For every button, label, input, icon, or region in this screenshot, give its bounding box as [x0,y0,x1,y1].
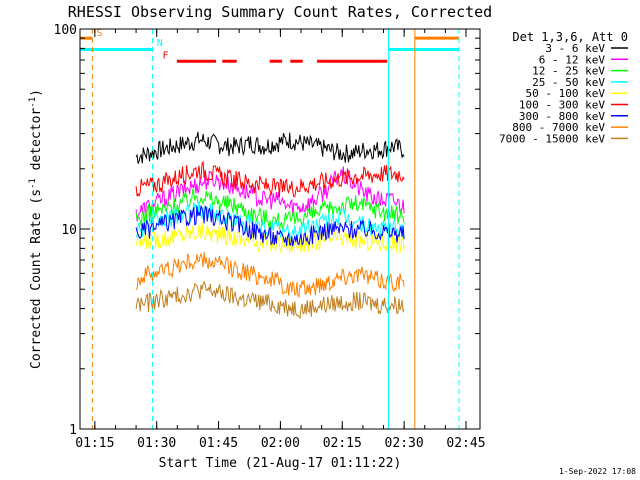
y-axis-label-close: ) [29,89,44,97]
legend-label-3: 25 - 50 keV [532,76,605,89]
y-tick-label-2: 100 [54,23,77,38]
annotation-1: N [157,38,163,49]
y-axis-label-sup1: -1 [28,178,38,189]
x-tick-label-6: 02:45 [446,436,485,451]
annotation-0: S [96,28,102,39]
annotation-2: F [162,51,168,62]
series-line-8 [135,280,405,320]
series-line-4 [135,222,405,254]
legend-label-5: 100 - 300 keV [519,99,605,112]
x-tick-label-2: 01:45 [199,436,238,451]
legend-label-8: 7000 - 15000 keV [499,132,605,145]
y-axis-label-main: Corrected Count Rate (s [29,189,44,369]
x-tick-label-5: 02:30 [385,436,424,451]
y-tick-label-0: 1 [69,423,77,438]
series-line-2 [135,188,405,231]
x-tick-label-0: 01:15 [75,436,114,451]
x-axis-label: Start Time (21-Aug-17 01:11:22) [159,456,402,471]
y-tick-label-1: 10 [61,223,77,238]
chart-title: RHESSI Observing Summary Count Rates, Co… [68,3,492,21]
legend-label-6: 300 - 800 keV [519,110,605,123]
y-axis: 1 10 100 [54,23,480,438]
series-line-7 [135,251,405,298]
plot-area: S NF [79,28,481,430]
legend-label-1: 6 - 12 keV [539,53,606,66]
flags-layer [80,36,459,63]
y-axis-label-sup2: -1 [28,97,38,108]
series-line-0 [135,131,405,164]
annotations-layer: S NF [96,28,168,62]
x-tick-label-4: 02:15 [323,436,362,451]
legend-label-4: 50 - 100 keV [526,87,606,100]
legend-label-0: 3 - 6 keV [545,42,605,55]
x-tick-label-3: 02:00 [261,436,300,451]
legend-label-2: 12 - 25 keV [532,65,605,78]
series-line-6 [135,205,405,247]
y-axis-label-tail: detector [29,108,44,179]
timestamp: 1-Sep-2022 17:08 [559,467,636,476]
x-tick-label-1: 01:30 [137,436,176,451]
series-line-5 [135,160,405,198]
legend-label-7: 800 - 7000 keV [512,121,605,134]
x-axis: 01:15 01:30 01:45 02:00 02:15 02:30 02:45 [75,29,486,451]
y-axis-label: Corrected Count Rate (s-1 detector-1) [28,89,44,369]
legend-title: Det 1,3,6, Att 0 [512,30,628,44]
series-line-1 [135,166,405,222]
series-layer [135,131,405,320]
